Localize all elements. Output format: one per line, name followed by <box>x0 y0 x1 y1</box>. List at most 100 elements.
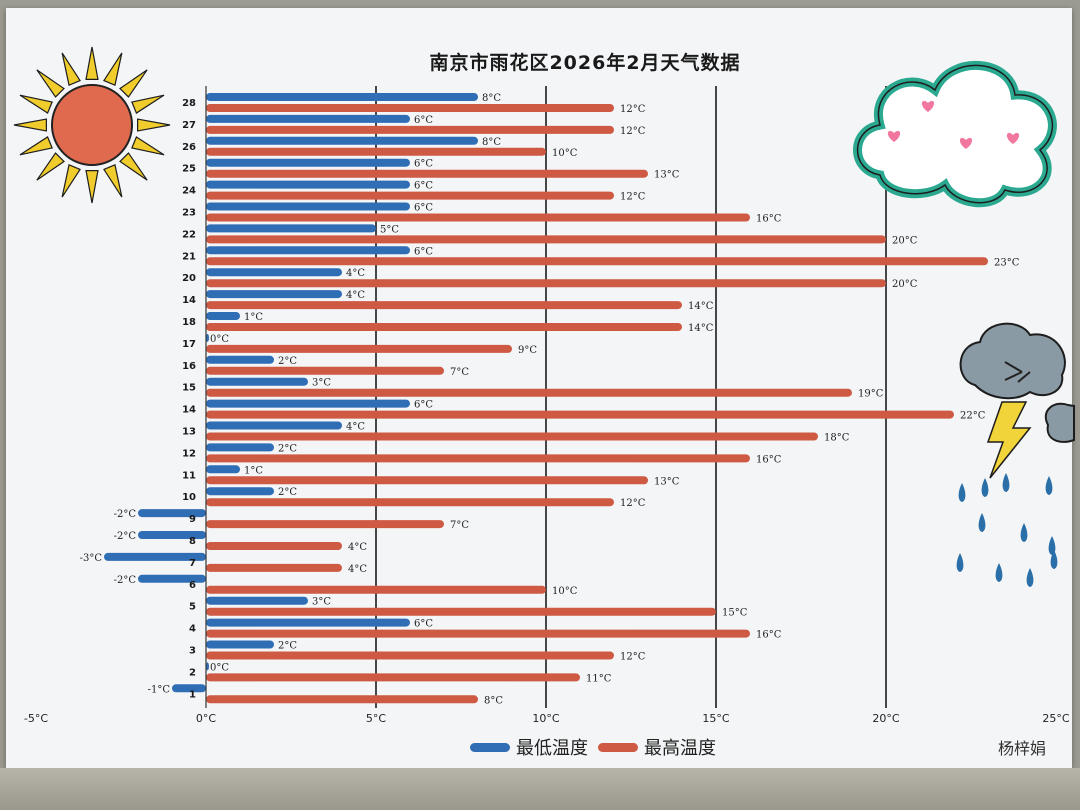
bar-high <box>206 235 886 244</box>
data-label-high: 18°C <box>824 433 850 444</box>
bar-high <box>206 695 478 704</box>
bar-low <box>206 487 274 496</box>
bar-high <box>206 629 750 638</box>
category-label: 17 <box>182 339 196 350</box>
data-label-low: 2°C <box>278 487 297 498</box>
data-label-high: 16°C <box>756 630 782 641</box>
raindrop-icon <box>1050 550 1058 569</box>
sun-ray <box>19 136 53 156</box>
data-label-high: 12°C <box>620 192 646 203</box>
x-tick-label: 0°C <box>196 712 216 725</box>
bar-low <box>104 552 206 561</box>
bar-low <box>138 574 206 583</box>
data-label-high: 12°C <box>620 126 646 137</box>
sun-ray <box>61 164 81 198</box>
category-label: 14 <box>182 295 196 306</box>
data-labels: -1°C8°C0°C11°C2°C12°C6°C16°C3°C15°C-2°C1… <box>80 93 1020 706</box>
data-label-low: 4°C <box>346 290 365 301</box>
bar-high <box>206 585 546 594</box>
category-label: 16 <box>182 361 196 372</box>
bar-low <box>206 136 478 145</box>
data-label-low: 6°C <box>414 400 433 411</box>
data-label-high: 12°C <box>620 104 646 115</box>
x-tick-label: -5°C <box>24 712 48 725</box>
sun-ray <box>19 94 53 114</box>
sun-ray <box>85 46 99 80</box>
data-label-low: 3°C <box>312 378 331 389</box>
data-label-high: 10°C <box>552 586 578 597</box>
category-label: 21 <box>182 251 196 262</box>
category-label: 10 <box>182 492 196 503</box>
data-label-high: 8°C <box>484 695 503 706</box>
bar-high <box>206 366 444 375</box>
bar-low <box>206 93 478 101</box>
bar-high <box>206 563 342 572</box>
data-label-low: 4°C <box>346 268 365 279</box>
data-label-low: 8°C <box>482 93 501 104</box>
data-label-low: -2°C <box>114 575 137 586</box>
data-label-low: 5°C <box>380 224 399 235</box>
data-label-low: 4°C <box>346 422 365 433</box>
heart-icon <box>1006 132 1020 144</box>
data-label-low: 6°C <box>414 181 433 192</box>
legend-swatch-high <box>598 742 638 752</box>
signature: 杨梓娟 <box>998 739 1047 758</box>
heart-icon <box>921 100 935 112</box>
bar-high <box>206 323 682 331</box>
category-label: 3 <box>189 646 196 657</box>
storm-cloud-icon <box>956 322 1075 587</box>
raindrop-icon <box>1048 536 1056 555</box>
raindrop-icon <box>956 553 964 572</box>
raindrop-icon <box>1020 523 1028 542</box>
data-label-high: 7°C <box>450 520 469 531</box>
sun-ray <box>36 152 65 181</box>
chart-title: 南京市雨花区2026年2月天气数据 <box>429 52 741 74</box>
data-label-low: 0°C <box>210 662 229 673</box>
category-label: 5 <box>189 602 196 613</box>
sun-icon <box>13 46 171 204</box>
raindrop-icon <box>1045 476 1053 495</box>
data-label-high: 12°C <box>620 652 646 663</box>
bar-low <box>206 114 410 123</box>
category-label: 8 <box>189 536 196 547</box>
bar-high <box>206 125 614 134</box>
category-label: 9 <box>189 514 196 525</box>
sun-ray <box>137 118 171 132</box>
bar-high <box>206 454 750 463</box>
axes: -5°C 0°C 5°C 10°C 15°C 20°C 25°C12345678910111… <box>24 86 1070 725</box>
data-label-low: 2°C <box>278 641 297 652</box>
bar-low <box>138 509 206 518</box>
bar-high <box>206 607 716 616</box>
bar-high <box>206 104 614 112</box>
data-label-high: 22°C <box>960 411 986 422</box>
category-label: 4 <box>189 624 196 635</box>
data-label-high: 16°C <box>756 454 782 465</box>
category-label: 6 <box>189 580 196 591</box>
data-label-high: 13°C <box>654 476 680 487</box>
bar-high <box>206 257 988 266</box>
data-label-low: 6°C <box>414 246 433 257</box>
category-label: 7 <box>189 558 196 569</box>
bar-high <box>206 476 648 485</box>
heart-icon <box>887 130 901 142</box>
category-label: 26 <box>182 142 196 153</box>
sun-ray <box>103 164 123 198</box>
bar-high <box>206 651 614 660</box>
heart-cloud-icon <box>853 61 1057 208</box>
bar-high <box>206 432 818 441</box>
x-tick-label: 20°C <box>872 712 899 725</box>
bar-high <box>206 542 342 550</box>
bar-high <box>206 279 886 288</box>
data-label-high: 19°C <box>858 389 884 400</box>
bar-high <box>206 410 954 419</box>
bar-high <box>206 301 682 310</box>
sun-ray <box>131 94 165 114</box>
x-tick-label: 25°C <box>1042 712 1069 725</box>
category-label: 1 <box>189 689 196 700</box>
bar-high <box>206 191 614 200</box>
category-label: 18 <box>182 317 196 328</box>
category-label: 25 <box>182 164 196 175</box>
data-label-high: 20°C <box>892 279 918 290</box>
sun-ray <box>119 69 148 98</box>
category-label: 13 <box>182 427 196 438</box>
